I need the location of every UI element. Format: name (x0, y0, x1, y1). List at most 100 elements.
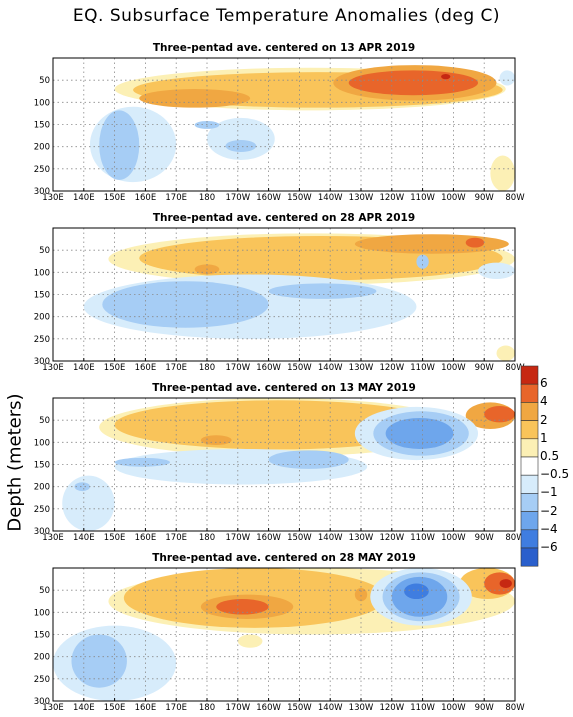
anomaly-region-pos4 (484, 572, 515, 595)
x-tick-label: 150W (287, 363, 312, 373)
y-tick-label: 150 (34, 121, 50, 131)
x-tick-label: 110W (410, 193, 435, 203)
anomaly-region-neg1 (268, 450, 349, 469)
x-tick-label: 170E (165, 533, 187, 543)
x-tick-label: 180 (199, 193, 215, 203)
x-tick-label: 110W (410, 703, 435, 713)
y-tick-label: 100 (34, 98, 50, 108)
panel-title: Three-pentad ave. centered on 28 MAY 201… (152, 552, 416, 564)
y-tick-label: 150 (34, 291, 50, 301)
x-tick-label: 100W (441, 533, 466, 543)
y-tick-label: 100 (34, 438, 50, 448)
x-tick-label: 170W (225, 533, 250, 543)
y-tick-label: 50 (39, 76, 50, 86)
y-tick-label: 250 (34, 675, 50, 685)
x-tick-label: 110W (410, 363, 435, 373)
y-tick-label: 50 (39, 246, 50, 256)
x-tick-label: 150E (104, 703, 126, 713)
anomaly-region-pos6 (441, 73, 451, 80)
x-tick-label: 150W (287, 193, 312, 203)
x-tick-label: 80W (505, 193, 525, 203)
y-tick-label: 250 (34, 505, 50, 515)
x-tick-label: 160W (256, 363, 281, 373)
x-tick-label: 160E (135, 533, 157, 543)
x-tick-label: 120W (379, 193, 404, 203)
y-tick-label: 50 (39, 586, 50, 596)
y-tick-label: 200 (34, 143, 50, 153)
x-tick-label: 150E (104, 533, 126, 543)
anomaly-region-pos4 (348, 70, 479, 96)
y-tick-label: 150 (34, 631, 50, 641)
y-tick-label: 200 (34, 483, 50, 493)
x-tick-label: 80W (505, 533, 525, 543)
anomaly-region-neg1 (99, 110, 140, 180)
x-tick-label: 80W (505, 703, 525, 713)
anomaly-region-pos2 (354, 234, 509, 254)
panel-3: Three-pentad ave. centered on 13 MAY 201… (34, 382, 525, 543)
panel-1: Three-pentad ave. centered on 13 APR 201… (34, 42, 525, 203)
anomaly-region-pos6 (499, 579, 512, 588)
x-tick-label: 160W (256, 533, 281, 543)
anomaly-region-neg1 (71, 634, 127, 688)
y-tick-label: 300 (34, 357, 50, 367)
x-tick-label: 150W (287, 533, 312, 543)
colorbar-label: −6 (540, 540, 558, 554)
anomaly-region-neg1 (194, 120, 220, 129)
anomaly-region-neg1 (114, 457, 171, 467)
colorbar-label: −4 (540, 521, 558, 536)
anomaly-region-pos05 (496, 345, 515, 361)
panel-title: Three-pentad ave. centered on 28 APR 201… (153, 212, 415, 224)
x-tick-label: 120W (379, 363, 404, 373)
y-tick-label: 200 (34, 653, 50, 663)
x-tick-label: 150E (104, 193, 126, 203)
x-tick-label: 160E (135, 363, 157, 373)
x-tick-label: 80W (505, 363, 525, 373)
x-tick-label: 90W (475, 193, 495, 203)
anomaly-region-pos2 (200, 435, 232, 445)
colorbar-label: 4 (540, 394, 548, 409)
x-tick-label: 90W (475, 363, 495, 373)
y-tick-label: 200 (34, 313, 50, 323)
colorbar-label: 6 (540, 376, 548, 391)
x-tick-label: 90W (475, 533, 495, 543)
anomaly-region-neg05 (62, 475, 115, 531)
y-tick-label: 150 (34, 461, 50, 471)
x-tick-label: 100W (441, 703, 466, 713)
y-tick-label: 250 (34, 335, 50, 345)
y-tick-label: 100 (34, 608, 50, 618)
x-tick-label: 130E (42, 193, 64, 203)
y-tick-label: 300 (34, 527, 50, 537)
anomaly-region-neg4 (404, 583, 429, 600)
colorbar-label: 1 (540, 430, 548, 445)
x-tick-label: 140W (318, 533, 343, 543)
anomaly-region-neg1 (268, 283, 377, 299)
anomaly-region-neg1 (225, 140, 257, 152)
anomaly-region-neg1 (74, 482, 90, 492)
anomaly-region-neg2 (385, 417, 454, 449)
figure-title: EQ. Subsurface Temperature Anomalies (de… (72, 6, 501, 26)
x-tick-label: 170E (165, 193, 187, 203)
anomaly-region-pos4 (216, 599, 269, 615)
x-tick-label: 140W (318, 363, 343, 373)
x-tick-label: 160E (135, 193, 157, 203)
anomaly-region-neg05 (207, 117, 275, 160)
colorbar-label: −2 (540, 503, 558, 518)
x-tick-label: 90W (475, 703, 495, 713)
anomaly-region-pos2 (139, 89, 251, 108)
x-tick-label: 130E (42, 363, 64, 373)
y-tick-label: 250 (34, 165, 50, 175)
x-tick-label: 140E (73, 363, 95, 373)
x-tick-label: 110W (410, 533, 435, 543)
y-tick-label: 100 (34, 268, 50, 278)
x-tick-label: 140E (73, 703, 95, 713)
y-tick-label: 300 (34, 697, 50, 707)
colorbar-label: 2 (540, 412, 548, 427)
anomaly-region-neg05 (478, 262, 515, 279)
x-tick-label: 180 (199, 703, 215, 713)
x-tick-label: 170W (225, 703, 250, 713)
y-tick-label: 300 (34, 187, 50, 197)
x-tick-label: 160W (256, 193, 281, 203)
x-tick-label: 100W (441, 363, 466, 373)
